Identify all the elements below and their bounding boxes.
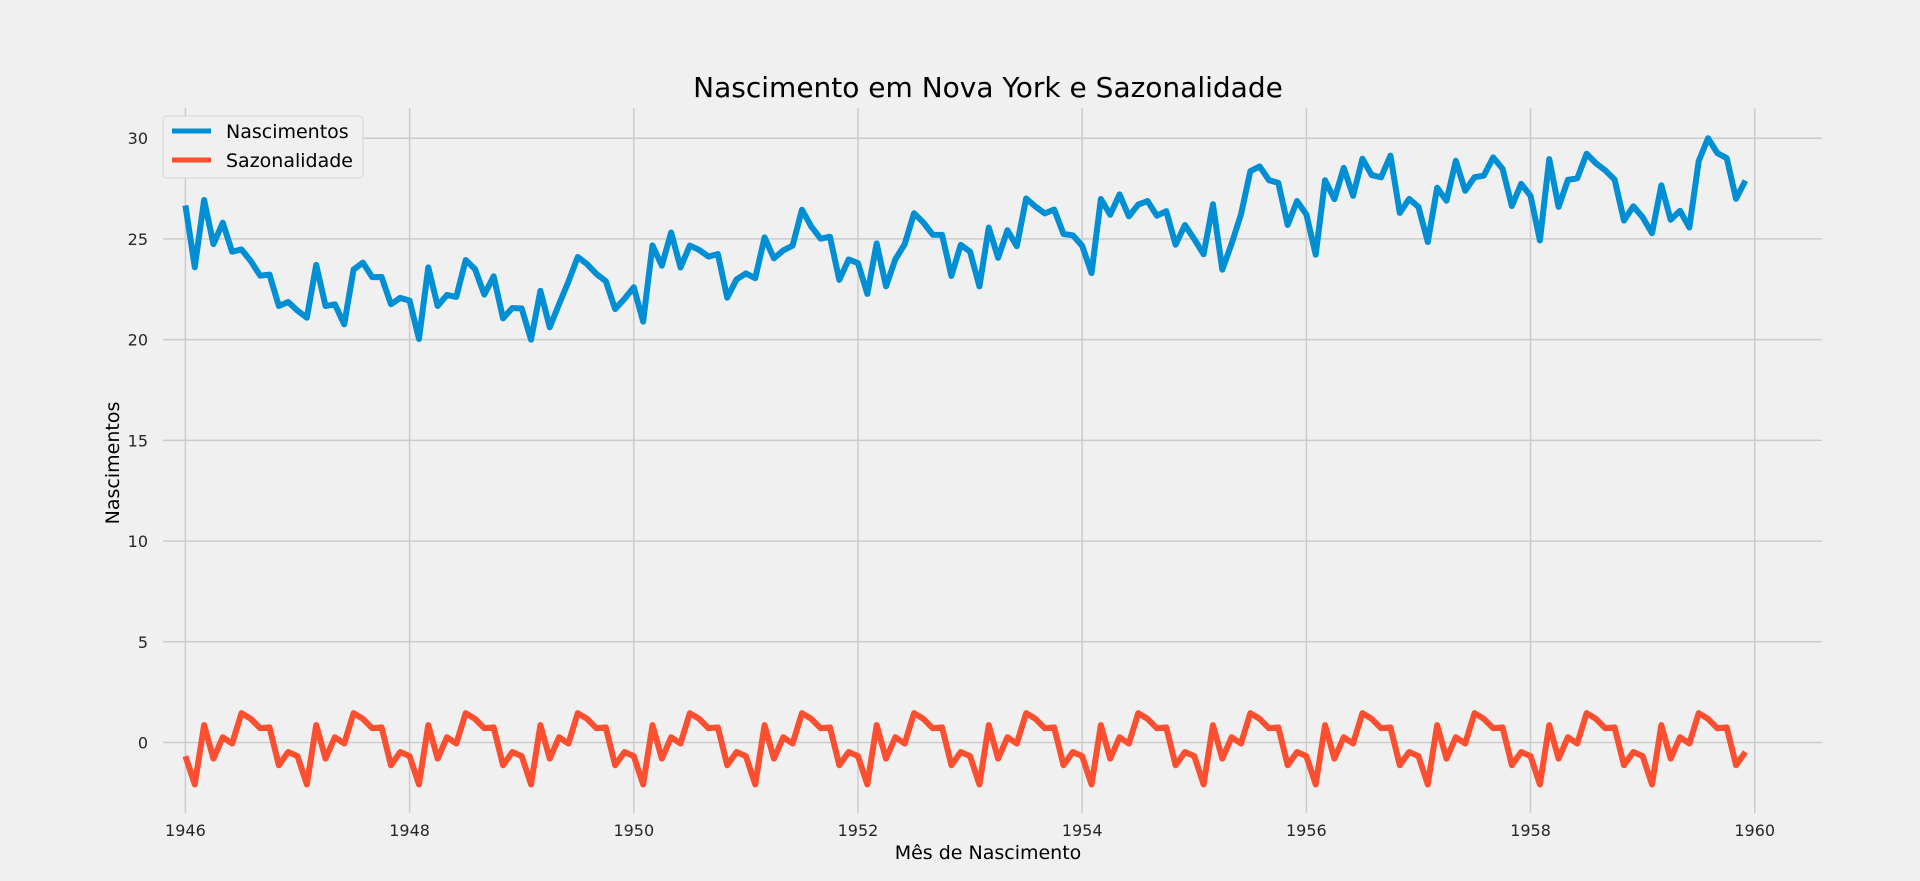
x-tick-label: 1950: [613, 821, 654, 840]
y-tick-labels: 0 5 10 15 20 25 30: [128, 129, 148, 752]
x-tick-label: 1952: [838, 821, 879, 840]
legend-label-sazonalidade: Sazonalidade: [226, 150, 353, 172]
x-tick-label: 1960: [1734, 821, 1775, 840]
x-axis-label: Mês de Nascimento: [895, 842, 1082, 864]
x-tick-labels: 1946 1948 1950 1952 1954 1956 1958 1960: [165, 821, 1775, 840]
x-tick-label: 1958: [1510, 821, 1551, 840]
x-tick-label: 1948: [389, 821, 430, 840]
legend-box: [162, 115, 364, 179]
y-tick-label: 20: [128, 331, 148, 350]
legend-label-nascimentos: Nascimentos: [226, 121, 349, 143]
y-tick-label: 10: [128, 532, 148, 551]
y-tick-label: 25: [128, 230, 148, 249]
x-tick-label: 1954: [1062, 821, 1103, 840]
x-tick-label: 1956: [1286, 821, 1327, 840]
y-tick-label: 0: [138, 734, 148, 753]
y-tick-label: 15: [128, 431, 148, 450]
x-tick-label: 1946: [165, 821, 206, 840]
chart-title: Nascimento em Nova York e Sazonalidade: [693, 71, 1283, 104]
series-line-nascimentos: [182, 135, 1749, 343]
grid-lines: [163, 108, 1822, 813]
legend: Nascimentos Sazonalidade: [162, 115, 364, 179]
y-tick-label: 30: [128, 129, 148, 148]
series-line-sazonalidade: [182, 710, 1748, 788]
series-lines: [182, 135, 1749, 788]
y-tick-label: 5: [138, 633, 148, 652]
y-axis-label: Nascimentos: [102, 402, 124, 525]
